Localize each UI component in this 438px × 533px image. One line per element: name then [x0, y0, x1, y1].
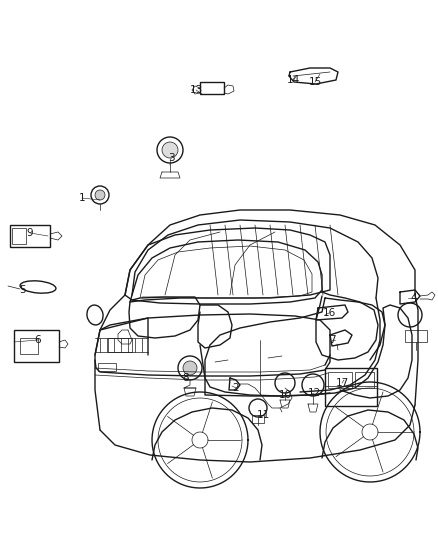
- Text: 1: 1: [79, 193, 85, 203]
- Text: 10: 10: [279, 390, 292, 400]
- Bar: [328, 372, 352, 388]
- Bar: [12, 228, 26, 244]
- Text: 2: 2: [233, 383, 239, 393]
- Text: 16: 16: [322, 308, 336, 318]
- Bar: [14, 330, 59, 362]
- Bar: [200, 82, 224, 94]
- Text: 17: 17: [336, 378, 349, 388]
- Bar: [98, 363, 116, 371]
- Bar: [252, 415, 264, 423]
- Circle shape: [183, 361, 197, 375]
- Bar: [355, 372, 374, 388]
- Text: 14: 14: [286, 75, 300, 85]
- Bar: [108, 338, 132, 352]
- Text: 9: 9: [27, 228, 33, 238]
- Bar: [20, 338, 38, 354]
- Text: 3: 3: [168, 153, 174, 163]
- Text: 8: 8: [183, 373, 189, 383]
- Text: 13: 13: [189, 85, 203, 95]
- Text: 15: 15: [308, 77, 321, 87]
- Text: 12: 12: [307, 388, 321, 398]
- Text: 4: 4: [411, 293, 417, 303]
- Bar: [405, 330, 427, 342]
- Circle shape: [162, 142, 178, 158]
- Text: 7: 7: [328, 335, 336, 345]
- Bar: [325, 368, 377, 406]
- Text: 11: 11: [256, 410, 270, 420]
- Circle shape: [95, 190, 105, 200]
- Bar: [10, 225, 50, 247]
- Text: 5: 5: [20, 285, 26, 295]
- Text: 6: 6: [35, 335, 41, 345]
